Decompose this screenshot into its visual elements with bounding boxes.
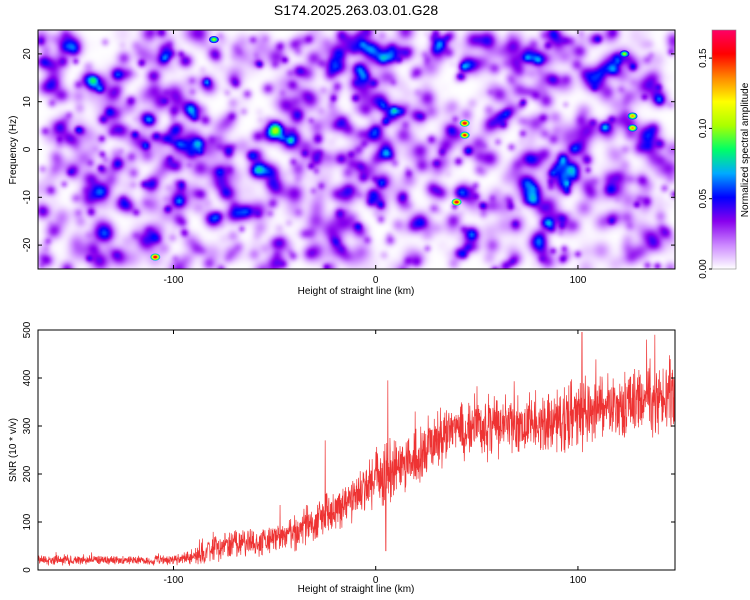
colorbar-label: Normalized spectral amplitude (740, 82, 750, 217)
y-tick-label: 100 (22, 513, 33, 530)
y-tick-label: 20 (22, 48, 33, 60)
heatmap-peak (623, 52, 626, 55)
colorbar-frame (711, 29, 737, 270)
snr-frame (37, 329, 676, 571)
chart-title: S174.2025.263.03.01.G28 (274, 2, 438, 18)
colorbar-gradient (712, 30, 736, 269)
heatmap-peak (463, 134, 467, 137)
heatmap-x-label: Height of straight line (km) (298, 286, 415, 297)
x-tick-label: 100 (570, 275, 587, 286)
heatmap-peak (212, 38, 216, 41)
x-tick-label: -100 (163, 575, 183, 586)
heatmap-image (38, 30, 675, 269)
x-tick-label: 0 (373, 275, 379, 286)
x-tick-label: 0 (373, 575, 379, 586)
y-tick-label: 500 (22, 321, 33, 338)
heatmap-peaks (150, 35, 638, 261)
heatmap-peak (631, 115, 634, 118)
heatmap-peak (153, 256, 157, 259)
heatmap-y-ticks: -20 -10 0 10 20 (22, 48, 675, 252)
heatmap-peak (455, 201, 458, 204)
colorbar-tick-label: 0.15 (698, 48, 709, 68)
heatmap-x-ticks: -100 0 100 (163, 30, 587, 286)
snr-y-label: SNR (10 * v/v) (8, 418, 19, 482)
y-tick-label: 0 (22, 146, 33, 152)
snr-series-line (38, 332, 675, 566)
colorbar-tick-label: 0.00 (698, 259, 709, 279)
y-tick-label: -20 (22, 237, 33, 252)
colorbar-ticks: 0.00 0.05 0.10 0.15 (698, 48, 712, 279)
heatmap-peak (631, 126, 634, 129)
snr-panel: -100 0 100 0 100 200 300 400 500 Height of stra… (8, 321, 676, 595)
colorbar: 0.00 0.05 0.10 0.15 Normalized spectral amp… (698, 29, 750, 279)
y-tick-label: -10 (22, 190, 33, 205)
colorbar-tick-label: 0.05 (698, 189, 709, 209)
heatmap-y-label: Frequency (Hz) (8, 116, 19, 185)
y-tick-label: 200 (22, 465, 33, 482)
heatmap-peak (463, 122, 467, 125)
y-tick-label: 400 (22, 369, 33, 386)
x-tick-label: -100 (163, 275, 183, 286)
snr-y-ticks: 0 100 200 300 400 500 (22, 321, 675, 573)
snr-x-label: Height of straight line (km) (298, 584, 415, 595)
colorbar-tick-label: 0.10 (698, 118, 709, 138)
y-tick-label: 300 (22, 417, 33, 434)
x-tick-label: 100 (570, 575, 587, 586)
y-tick-label: 10 (22, 96, 33, 108)
snr-x-ticks: -100 0 100 (163, 330, 587, 586)
y-tick-label: 0 (22, 567, 33, 573)
